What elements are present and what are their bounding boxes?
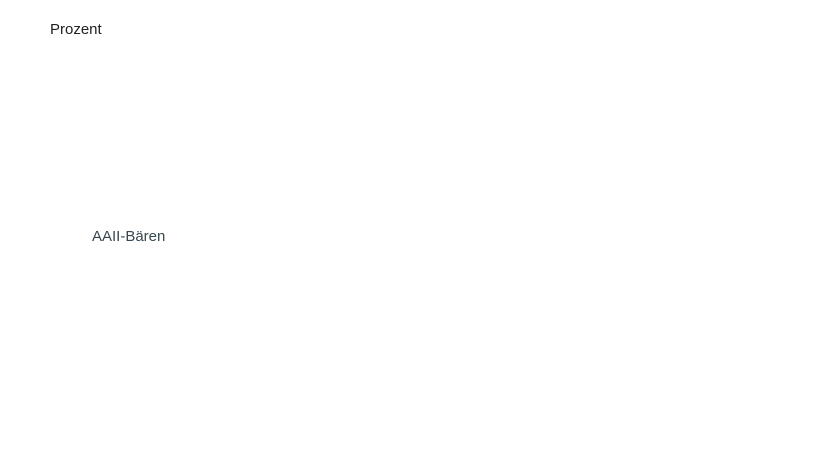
y-axis-label: Prozent	[50, 21, 103, 38]
series-label: AAII-Bären	[92, 228, 165, 245]
